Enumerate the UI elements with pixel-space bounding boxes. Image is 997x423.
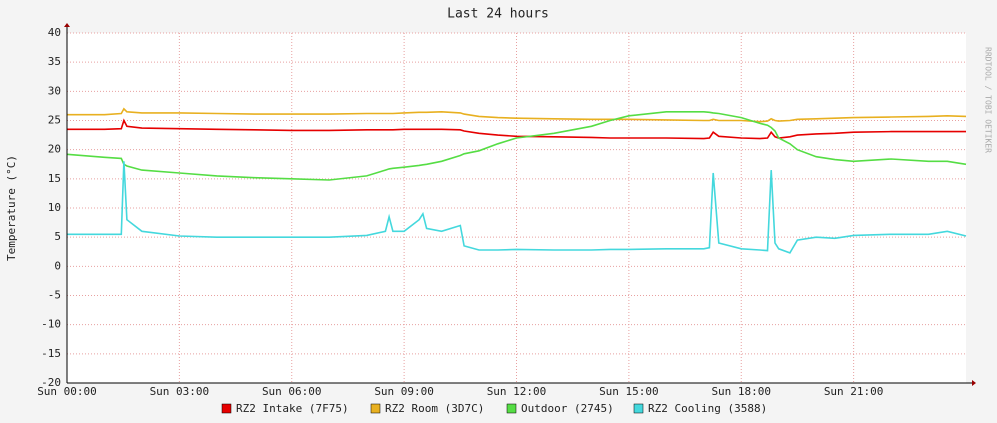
y-tick-label: 0 [54, 259, 61, 272]
legend-swatch [633, 403, 644, 414]
legend-swatch [506, 403, 517, 414]
y-tick-label: -20 [41, 376, 61, 389]
y-tick-label: 25 [48, 114, 61, 127]
y-axis-label: Temperature (°C) [5, 155, 18, 261]
x-tick-label: Sun 12:00 [487, 385, 547, 398]
x-tick-label: Sun 06:00 [262, 385, 322, 398]
x-tick-label: Sun 00:00 [37, 385, 97, 398]
legend-label: Outdoor (2745) [521, 402, 614, 415]
legend-swatch [370, 403, 381, 414]
legend-label: RZ2 Intake (7F75) [236, 402, 349, 415]
y-tick-label: 15 [48, 172, 61, 185]
legend-label: RZ2 Cooling (3588) [648, 402, 767, 415]
y-tick-label: 20 [48, 143, 61, 156]
series-line [67, 118, 966, 140]
y-tick-label: 30 [48, 84, 61, 97]
y-arrow [64, 23, 70, 27]
x-tick-label: Sun 03:00 [150, 385, 210, 398]
legend-swatch [221, 403, 232, 414]
x-tick-label: Sun 21:00 [824, 385, 884, 398]
legend-label: RZ2 Room (3D7C) [385, 402, 484, 415]
series-line [66, 111, 967, 181]
y-tick-label: -15 [41, 347, 61, 360]
y-tick-label: -5 [48, 289, 61, 302]
x-tick-label: Sun 09:00 [374, 385, 434, 398]
watermark: RRDTOOL / TOBI OETIKER [984, 47, 993, 153]
y-tick-label: 5 [54, 230, 61, 243]
x-tick-label: Sun 18:00 [711, 385, 771, 398]
lines [66, 107, 967, 254]
legend: RZ2 Intake (7F75) RZ2 Room (3D7C) Outdoor … [221, 402, 767, 415]
x-tick-label: Sun 15:00 [599, 385, 659, 398]
series-line [67, 161, 967, 254]
y-tick-label: -10 [41, 318, 61, 331]
y-tick-label: 10 [48, 201, 61, 214]
y-tick-label: 35 [48, 55, 61, 68]
chart-title: Last 24 hours [447, 7, 549, 22]
series-line [67, 107, 967, 123]
y-tick-label: 40 [48, 26, 61, 39]
x-arrow [972, 380, 976, 386]
